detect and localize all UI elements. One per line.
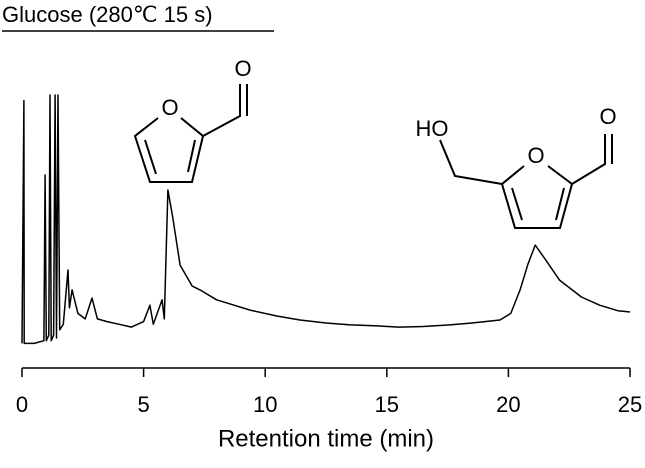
chart-title: Glucose (280℃ 15 s) [2, 2, 213, 27]
x-axis-label: Retention time (min) [218, 425, 434, 452]
chromatogram-trace [21, 94, 631, 345]
atom-label: O [234, 56, 251, 81]
atom-label: HO [416, 116, 449, 141]
atom-label: O [161, 95, 178, 120]
x-tick-label: 25 [618, 392, 642, 417]
furfural-structure: O O [133, 56, 252, 183]
x-tick-label: 5 [137, 392, 149, 417]
x-tick-label: 20 [496, 392, 520, 417]
x-tick-label: 0 [16, 392, 28, 417]
atom-label: O [599, 104, 616, 129]
x-tick-label: 15 [375, 392, 399, 417]
atom-label: O [527, 143, 544, 168]
hmf-structure: HO O O [416, 104, 617, 229]
x-tick-label: 10 [253, 392, 277, 417]
